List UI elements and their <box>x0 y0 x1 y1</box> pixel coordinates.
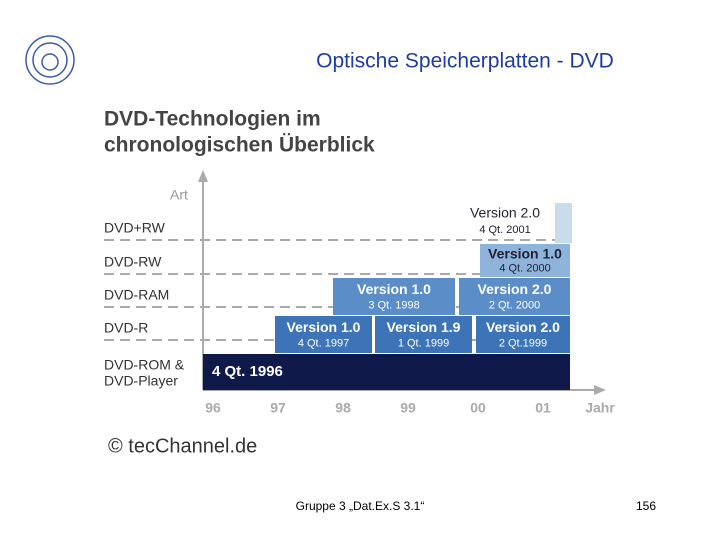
slide-title: Optische Speicherplatten - DVD <box>316 50 614 73</box>
timeline-block <box>555 203 572 243</box>
block-label: Version 1.0 <box>287 319 361 335</box>
logo <box>25 35 75 85</box>
block-date: 2 Qt.1999 <box>499 337 547 349</box>
x-axis-label: 97 <box>270 400 286 416</box>
block-date: 4 Qt. 2001 <box>479 224 530 236</box>
block-label: Version 1.0 <box>488 246 562 262</box>
block-date: 1 Qt. 1999 <box>398 337 449 349</box>
x-axis-title: Jahr <box>585 400 615 416</box>
figure-title: DVD-Technologien im <box>104 108 321 131</box>
block-label: Version 1.9 <box>387 319 461 335</box>
row-label: DVD-RAM <box>104 287 169 303</box>
row-label: DVD-R <box>104 320 148 336</box>
credit: © tecChannel.de <box>108 435 257 457</box>
x-axis-label: 98 <box>335 400 351 416</box>
block-label: Version 2.0 <box>486 319 560 335</box>
block-label: Version 1.0 <box>357 281 431 297</box>
y-axis-label: Art <box>170 187 188 203</box>
row-label: DVD-RW <box>104 254 162 270</box>
timeline-block <box>375 316 472 353</box>
footer-text: Gruppe 3 „Dat.Ex.S 3.1“ <box>296 499 425 513</box>
block-date: 2 Qt. 2000 <box>489 299 540 311</box>
timeline-block <box>275 316 372 353</box>
row-label: DVD-ROM & <box>104 357 185 373</box>
arrow <box>198 170 208 182</box>
x-axis-label: 00 <box>470 400 486 416</box>
page-number: 156 <box>636 499 656 513</box>
x-axis-label: 96 <box>205 400 221 416</box>
block-date: 3 Qt. 1998 <box>368 299 419 311</box>
block-label: Version 2.0 <box>478 281 552 297</box>
timeline-block <box>459 278 570 315</box>
timeline-block <box>203 354 570 390</box>
block-label: Version 2.0 <box>470 205 540 221</box>
block-date: 4 Qt. 2000 <box>499 262 550 274</box>
timeline-block <box>333 278 455 315</box>
block-date: 4 Qt. 1997 <box>298 337 349 349</box>
x-axis-label: 01 <box>535 400 551 416</box>
row-label: DVD+RW <box>104 220 166 236</box>
block-label: 4 Qt. 1996 <box>212 363 283 380</box>
row-label: DVD-Player <box>104 373 178 389</box>
timeline-block <box>480 244 570 277</box>
figure-title: chronologischen Überblick <box>104 134 375 157</box>
timeline-block <box>476 316 570 353</box>
arrow <box>594 385 606 395</box>
x-axis-label: 99 <box>400 400 416 416</box>
